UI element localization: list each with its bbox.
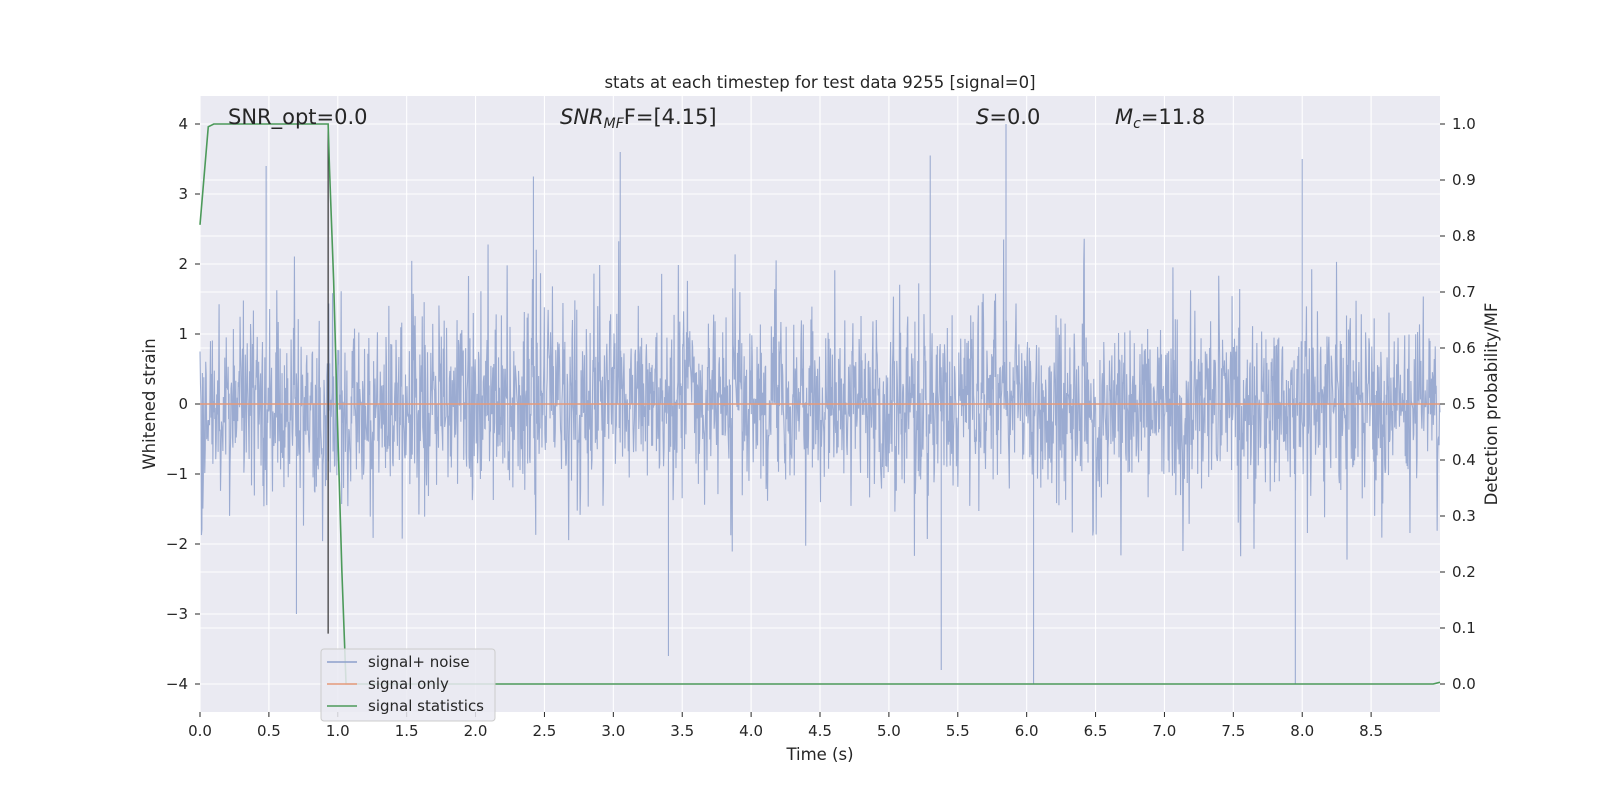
y-right-tick-label: 0.0 bbox=[1452, 675, 1476, 693]
x-tick-label: 5.5 bbox=[946, 722, 970, 740]
x-tick-label: 2.5 bbox=[533, 722, 557, 740]
y-axis-label-left: Whitened strain bbox=[140, 338, 159, 469]
y-right-tick-label: 0.7 bbox=[1452, 283, 1476, 301]
y-left-tick-label: 1 bbox=[178, 325, 188, 343]
legend-label-signal-only: signal only bbox=[368, 675, 449, 693]
y-left-tick-label: −4 bbox=[166, 675, 188, 693]
x-tick-label: 2.0 bbox=[464, 722, 488, 740]
y-left-tick-label: −2 bbox=[166, 535, 188, 553]
y-left-tick-label: 2 bbox=[178, 255, 188, 273]
y-left-tick-label: 4 bbox=[178, 115, 188, 133]
annotation-mc: Mc=11.8 bbox=[1115, 105, 1205, 132]
y-right-tick-label: 0.5 bbox=[1452, 395, 1476, 413]
series-signal-noise bbox=[199, 124, 1441, 684]
annotation-s-main: S bbox=[976, 105, 989, 129]
legend: signal+ noise signal only signal statist… bbox=[320, 648, 496, 722]
x-tick-label: 3.0 bbox=[601, 722, 625, 740]
y-axis-left: 4 3 2 1 0 −1 −2 −3 −4 bbox=[166, 115, 200, 693]
annotation-snr-mf-main: SNR bbox=[560, 105, 604, 129]
x-tick-label: 3.5 bbox=[670, 722, 694, 740]
annotation-s-value: =0.0 bbox=[989, 105, 1040, 129]
annotation-snr-mf: SNRMFF=[4.15] bbox=[560, 105, 717, 132]
x-axis: 0.0 0.5 1.0 1.5 2.0 2.5 3.0 3.5 4.0 4.5 5.0 5.5 6.0 6… bbox=[188, 712, 1383, 740]
y-right-tick-label: 0.1 bbox=[1452, 619, 1476, 637]
series-lines bbox=[199, 123, 1441, 685]
series-signal-statistics-line bbox=[199, 123, 1441, 685]
y-right-tick-label: 0.3 bbox=[1452, 507, 1476, 525]
annotation-s: S=0.0 bbox=[976, 105, 1040, 129]
y-right-tick-label: 0.2 bbox=[1452, 563, 1476, 581]
x-tick-label: 7.0 bbox=[1153, 722, 1177, 740]
x-tick-label: 6.0 bbox=[1015, 722, 1039, 740]
annotation-snr-opt: SNR_opt=0.0 bbox=[228, 105, 368, 130]
series-signal-noise-line bbox=[199, 124, 1441, 684]
annotation-snr-mf-sub: MF bbox=[604, 116, 625, 132]
y-right-tick-label: 0.9 bbox=[1452, 171, 1476, 189]
x-tick-label: 0.0 bbox=[188, 722, 212, 740]
x-tick-label: 0.5 bbox=[257, 722, 281, 740]
x-tick-label: 8.0 bbox=[1290, 722, 1314, 740]
x-tick-label: 1.5 bbox=[395, 722, 419, 740]
x-tick-label: 8.5 bbox=[1359, 722, 1383, 740]
y-right-tick-label: 1.0 bbox=[1452, 115, 1476, 133]
x-axis-label: Time (s) bbox=[785, 745, 853, 764]
y-axis-label-right: Detection probability/MF bbox=[1482, 303, 1501, 506]
y-right-tick-label: 0.4 bbox=[1452, 451, 1476, 469]
x-tick-label: 4.0 bbox=[739, 722, 763, 740]
y-axis-right: 1.0 0.9 0.8 0.7 0.6 0.5 0.4 0.3 0.2 0.1 0.0 bbox=[1440, 115, 1476, 693]
annotation-mc-value: =11.8 bbox=[1141, 105, 1205, 129]
annotation-snr-mf-value: F=[4.15] bbox=[624, 105, 717, 129]
y-right-tick-label: 0.8 bbox=[1452, 227, 1476, 245]
legend-label-signal-noise: signal+ noise bbox=[368, 653, 470, 671]
annotation-mc-main: M bbox=[1115, 105, 1133, 129]
y-right-tick-label: 0.6 bbox=[1452, 339, 1476, 357]
x-tick-label: 7.5 bbox=[1221, 722, 1245, 740]
y-left-tick-label: −3 bbox=[166, 605, 188, 623]
chart-title: stats at each timestep for test data 925… bbox=[604, 73, 1035, 92]
x-tick-label: 1.0 bbox=[326, 722, 350, 740]
y-left-tick-label: 3 bbox=[178, 185, 188, 203]
y-left-tick-label: 0 bbox=[178, 395, 188, 413]
x-tick-label: 6.5 bbox=[1084, 722, 1108, 740]
annotation-mc-sub: c bbox=[1133, 116, 1141, 132]
x-tick-label: 4.5 bbox=[808, 722, 832, 740]
x-tick-label: 5.0 bbox=[877, 722, 901, 740]
y-left-tick-label: −1 bbox=[166, 465, 188, 483]
legend-label-signal-statistics: signal statistics bbox=[368, 697, 484, 715]
